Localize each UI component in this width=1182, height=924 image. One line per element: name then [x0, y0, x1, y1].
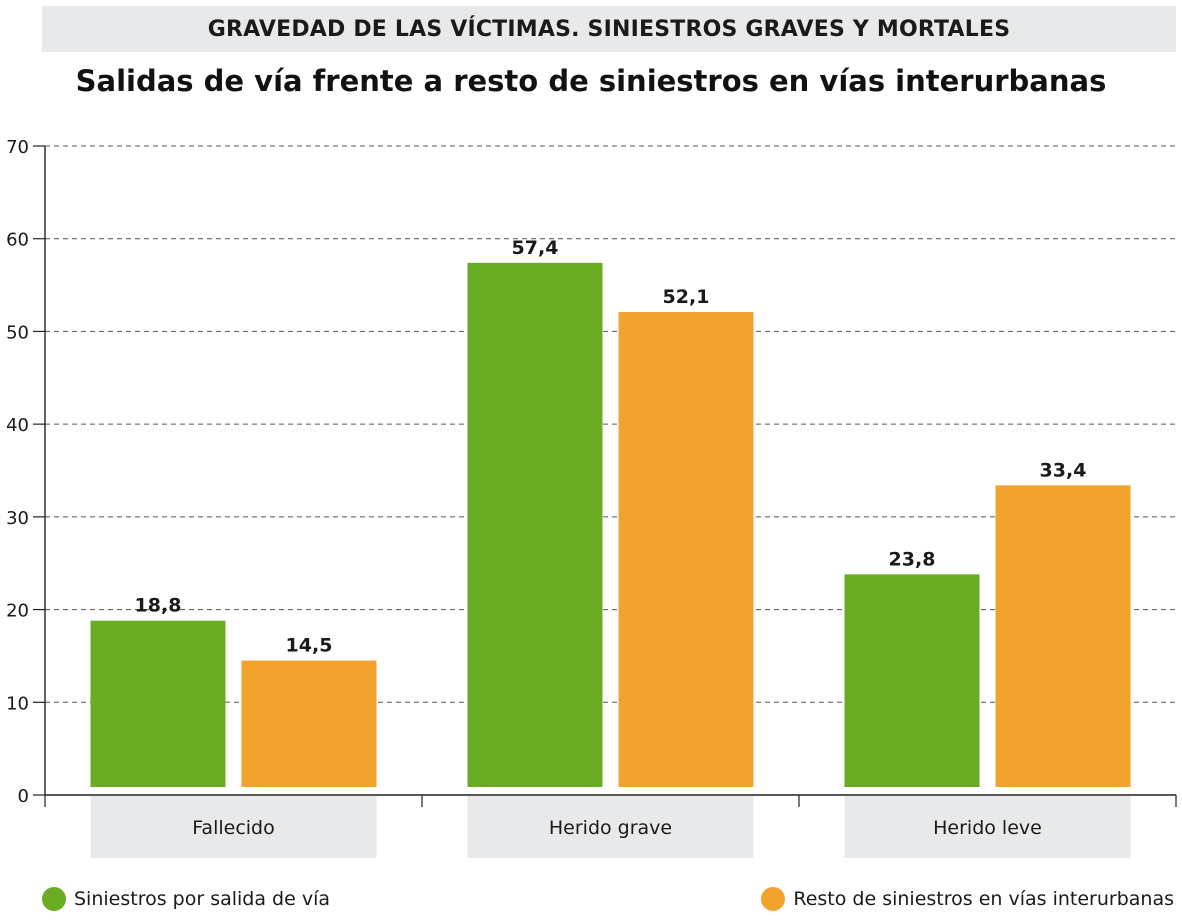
legend-swatch-series-1 [42, 887, 66, 911]
data-label-s2-2: 33,4 [1040, 459, 1087, 481]
header-band: GRAVEDAD DE LAS VÍCTIMAS. SINIESTROS GRA… [42, 6, 1176, 52]
bar-s2-0 [241, 660, 377, 787]
data-label-s1-0: 18,8 [135, 595, 182, 617]
bar-s1-0 [90, 620, 226, 787]
bar-s1-1 [467, 262, 603, 787]
category-band-0 [90, 796, 377, 858]
y-tick-label-10: 10 [6, 693, 29, 714]
chart-title: Salidas de vía frente a resto de siniest… [75, 64, 1107, 98]
category-label-2: Herido leve [933, 817, 1042, 839]
bar-s2-2 [995, 485, 1131, 787]
data-label-s1-2: 23,8 [889, 548, 936, 570]
legend-label-series-2: Resto de siniestros en vías interurbanas [793, 888, 1174, 910]
y-tick-label-30: 30 [6, 508, 29, 529]
y-tick-label-70: 70 [6, 137, 29, 158]
data-label-s1-1: 57,4 [512, 237, 559, 259]
legend-swatch-series-2 [761, 887, 786, 911]
legend-label-series-1: Siniestros por salida de vía [74, 888, 330, 910]
bar-s1-2 [844, 574, 980, 787]
category-band-2 [844, 796, 1131, 858]
data-label-s2-0: 14,5 [286, 635, 333, 657]
data-label-s2-1: 52,1 [663, 286, 710, 308]
y-tick-label-40: 40 [6, 415, 29, 436]
category-label-0: Fallecido [192, 817, 275, 839]
category-band-1 [467, 796, 754, 858]
y-tick-label-50: 50 [6, 322, 29, 343]
y-tick-label-20: 20 [6, 601, 29, 622]
y-tick-label-60: 60 [6, 230, 29, 251]
legend-item-series-2: Resto de siniestros en vías interurbanas [761, 884, 1174, 914]
header-label: GRAVEDAD DE LAS VÍCTIMAS. SINIESTROS GRA… [207, 16, 1011, 42]
category-label-1: Herido grave [549, 817, 672, 839]
legend-item-series-1: Siniestros por salida de vía [42, 884, 330, 914]
y-tick-label-0: 0 [18, 786, 29, 807]
bar-s2-1 [618, 311, 754, 787]
